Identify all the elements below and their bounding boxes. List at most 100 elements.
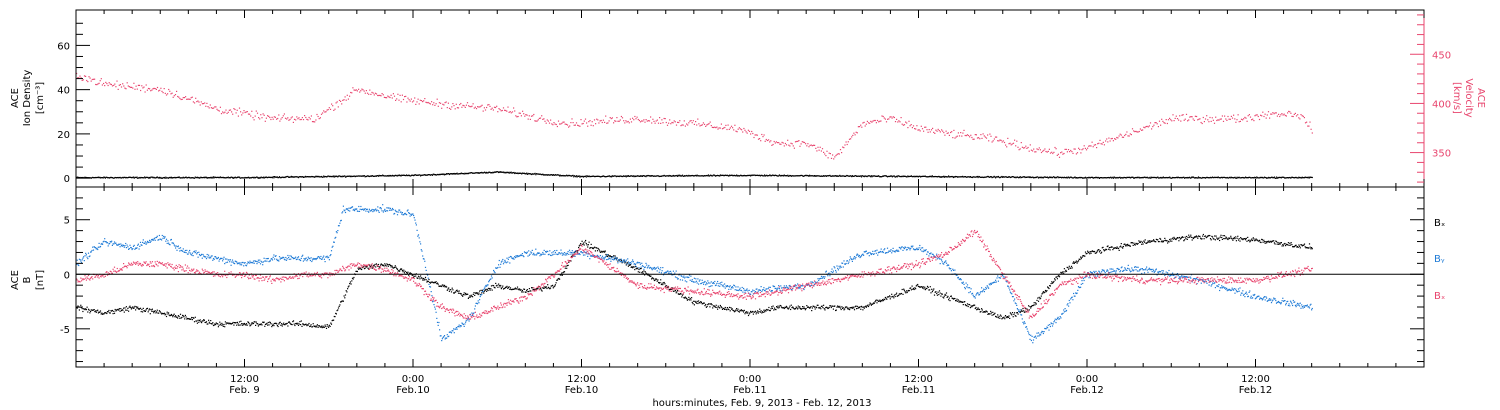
bx-point [1176,237,1179,239]
density-point [1037,177,1040,179]
density-point [1239,177,1241,179]
velocity-point [362,89,364,91]
density-point [170,177,172,179]
bx-point [457,292,460,294]
density-point [699,175,701,177]
velocity-point [829,153,831,155]
velocity-point [1079,148,1081,151]
bx-point [530,290,532,292]
bx-point [297,322,299,324]
bx-point [492,284,494,287]
bx-point [566,267,568,269]
bx-point [1106,245,1108,248]
bx-point [483,292,485,294]
velocity-point [855,131,857,133]
bx-point [878,300,880,302]
density-point [116,177,118,179]
density-point [655,175,658,177]
velocity-point [525,114,527,116]
bx-point [334,316,336,318]
bx-point [211,323,213,325]
bx-point [494,287,496,289]
bx-point [396,268,399,270]
bx-point [1158,241,1160,243]
velocity-point [298,117,300,119]
velocity-point [219,106,221,108]
density-point [604,176,606,178]
density-point [455,173,457,175]
bx-point [714,306,717,308]
bx-point [1186,238,1188,240]
density-point [792,175,794,177]
bx-point [1168,241,1170,243]
bx-point [387,264,389,266]
density-point [1109,177,1111,179]
velocity-point [960,132,962,134]
velocity-point [769,141,771,143]
bx-point [481,292,483,294]
velocity-point [653,120,655,122]
density-point [900,176,903,178]
bx-point [1016,312,1018,314]
bx-point [896,292,898,294]
density-point [794,175,796,177]
bx-point [588,241,590,243]
density-point [453,172,455,175]
bx-point [1256,239,1259,241]
density-point [281,176,283,178]
bx-point [361,266,363,269]
bx-point [686,299,688,301]
velocity-point [1154,122,1156,124]
bx-point [928,289,930,291]
velocity-point [535,120,537,122]
bx-point [1217,238,1219,240]
bx-point [798,307,800,309]
velocity-point [255,110,257,112]
bx-point [330,323,333,325]
bx-point [462,294,464,296]
velocity-point [932,127,934,129]
bx-point [474,292,476,294]
density-point [799,175,801,177]
density-point [410,175,412,177]
velocity-point [946,132,948,134]
by-point [101,242,103,245]
bx-point [196,322,198,324]
bx-point [754,310,757,312]
bx-point [397,270,399,272]
bx-point [232,321,234,324]
bx-point [1056,276,1058,278]
density-point [1132,176,1134,178]
velocity-point [1289,111,1291,113]
density-point [817,175,819,177]
velocity-point [860,124,862,126]
by-point [274,258,276,260]
bx-point [820,308,822,310]
density-point [594,175,596,178]
bx-point [88,309,90,311]
density-point [610,175,612,177]
velocity-point [838,153,840,155]
bx-point [245,324,247,326]
bx-point [319,326,321,328]
density-point [641,175,643,177]
by-point [329,255,331,257]
density-point [121,177,123,179]
bx-point [198,320,201,322]
density-point [1036,176,1038,178]
by-point [333,241,335,243]
bx-point [130,308,132,310]
bx-point [1247,236,1249,238]
density-point [556,174,559,176]
density-point [1183,176,1185,178]
density-point [790,175,792,177]
density-point [288,176,290,178]
density-point [471,172,473,174]
bx-point [223,323,225,326]
bx-point [764,311,766,313]
velocity-point [1124,134,1126,137]
bx-point [1024,311,1026,313]
bx-point [938,294,940,296]
density-point [361,175,363,177]
bx-point [316,325,318,327]
